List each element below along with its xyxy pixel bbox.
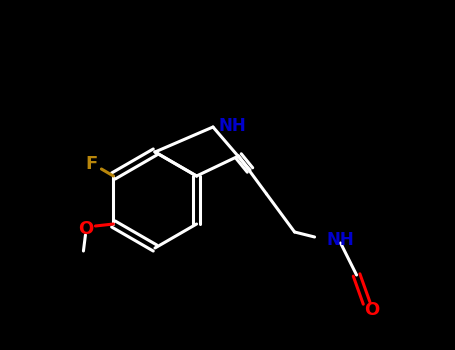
Text: O: O xyxy=(364,301,379,319)
Text: F: F xyxy=(85,155,97,173)
Text: NH: NH xyxy=(219,117,247,135)
Text: O: O xyxy=(78,220,93,238)
Text: NH: NH xyxy=(327,231,354,249)
